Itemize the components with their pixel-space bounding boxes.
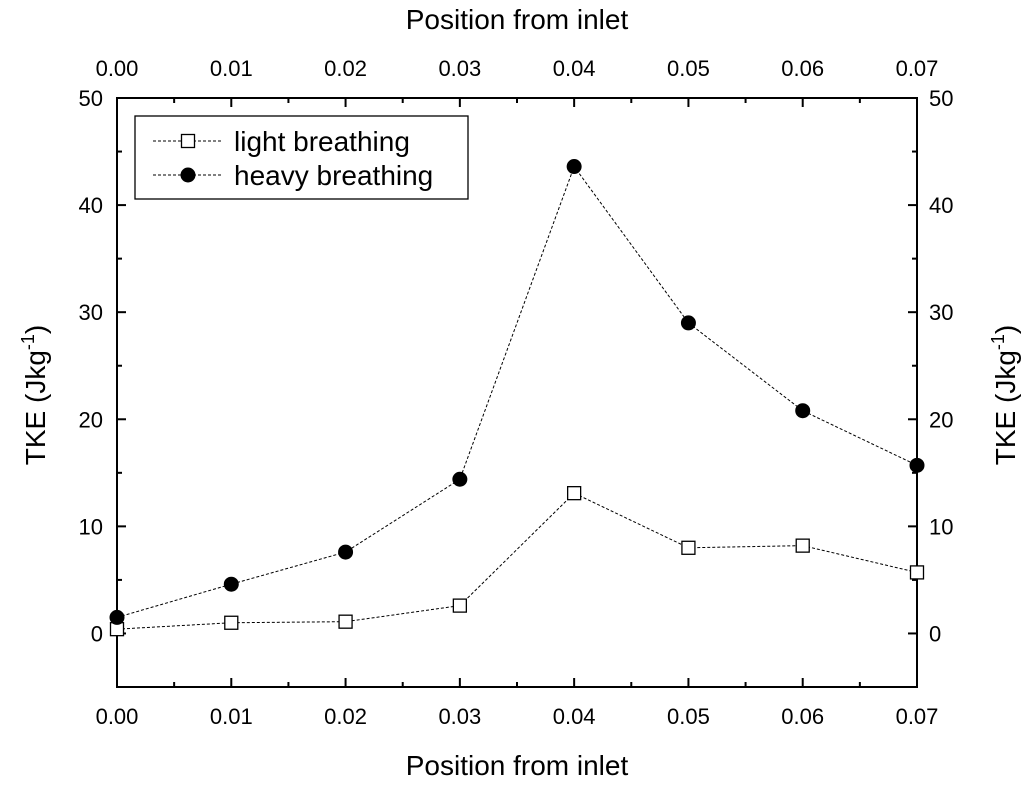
x-tick-label-bottom: 0.04 <box>553 704 596 729</box>
x-tick-label-bottom: 0.01 <box>210 704 253 729</box>
y-tick-label-right: 40 <box>929 193 953 218</box>
data-point-light-breathing <box>566 486 582 501</box>
series-heavy-breathing <box>109 159 925 625</box>
x-tick-label-top: 0.07 <box>896 56 939 81</box>
y-tick-label-left: 20 <box>79 407 103 432</box>
data-point-heavy-breathing <box>109 609 125 625</box>
legend-label-light-breathing: light breathing <box>234 126 410 157</box>
x-tick-label-top: 0.00 <box>96 56 139 81</box>
data-point-heavy-breathing <box>223 576 239 592</box>
x-tick-label-top: 0.02 <box>324 56 367 81</box>
y-axis-title-right: TKE (Jkg-1) <box>988 325 1021 465</box>
data-point-heavy-breathing <box>909 457 925 473</box>
data-point-heavy-breathing <box>566 159 582 175</box>
data-point-heavy-breathing <box>338 544 354 560</box>
legend-marker-light-breathing <box>180 133 196 149</box>
data-point-light-breathing <box>224 615 239 630</box>
legend-label-heavy-breathing: heavy breathing <box>234 160 433 191</box>
y-axis-title-right-sup: -1 <box>988 334 1008 350</box>
data-point-light-breathing <box>452 598 468 613</box>
x-tick-label-bottom: 0.03 <box>438 704 481 729</box>
x-axis-title-bottom: Position from inlet <box>406 750 629 781</box>
x-tick-label-bottom: 0.05 <box>667 704 710 729</box>
y-axis-title-right-main: TKE (Jkg <box>990 350 1021 465</box>
y-axis-title-left-main: TKE (Jkg <box>20 350 51 465</box>
series-line-light-breathing <box>116 492 918 630</box>
y-axis-title-left-close: ) <box>20 325 51 334</box>
y-tick-label-left: 10 <box>79 514 103 539</box>
data-point-heavy-breathing <box>795 403 811 419</box>
y-tick-label-left: 30 <box>79 300 103 325</box>
y-axis-title-left-sup: -1 <box>18 334 38 350</box>
y-tick-label-right: 20 <box>929 407 953 432</box>
x-tick-label-top: 0.06 <box>781 56 824 81</box>
legend-box <box>134 115 469 200</box>
y-tick-label-right: 30 <box>929 300 953 325</box>
x-tick-label-bottom: 0.00 <box>96 704 139 729</box>
series-light-breathing <box>109 486 925 637</box>
data-point-heavy-breathing <box>452 471 468 487</box>
data-point-light-breathing <box>909 565 925 580</box>
x-tick-label-bottom: 0.02 <box>324 704 367 729</box>
data-point-light-breathing <box>681 540 696 555</box>
x-axis-title-top: Position from inlet <box>406 4 629 35</box>
data-point-light-breathing <box>338 614 353 629</box>
y-tick-label-right: 10 <box>929 514 953 539</box>
x-tick-label-bottom: 0.07 <box>896 704 939 729</box>
x-tick-label-top: 0.05 <box>667 56 710 81</box>
x-tick-label-top: 0.04 <box>553 56 596 81</box>
y-axis-title-left: TKE (Jkg-1) <box>18 325 51 465</box>
legend-marker-heavy-breathing <box>180 167 196 183</box>
y-tick-label-right: 50 <box>929 86 953 111</box>
data-point-light-breathing <box>795 538 810 553</box>
y-axis-title-right-close: ) <box>990 325 1021 334</box>
x-tick-label-bottom: 0.06 <box>781 704 824 729</box>
y-tick-label-left: 40 <box>79 193 103 218</box>
y-tick-label-left: 0 <box>91 621 103 646</box>
x-tick-label-top: 0.01 <box>210 56 253 81</box>
x-tick-label-top: 0.03 <box>438 56 481 81</box>
y-tick-label-left: 50 <box>79 86 103 111</box>
y-tick-label-right: 0 <box>929 621 941 646</box>
data-point-heavy-breathing <box>680 315 696 331</box>
